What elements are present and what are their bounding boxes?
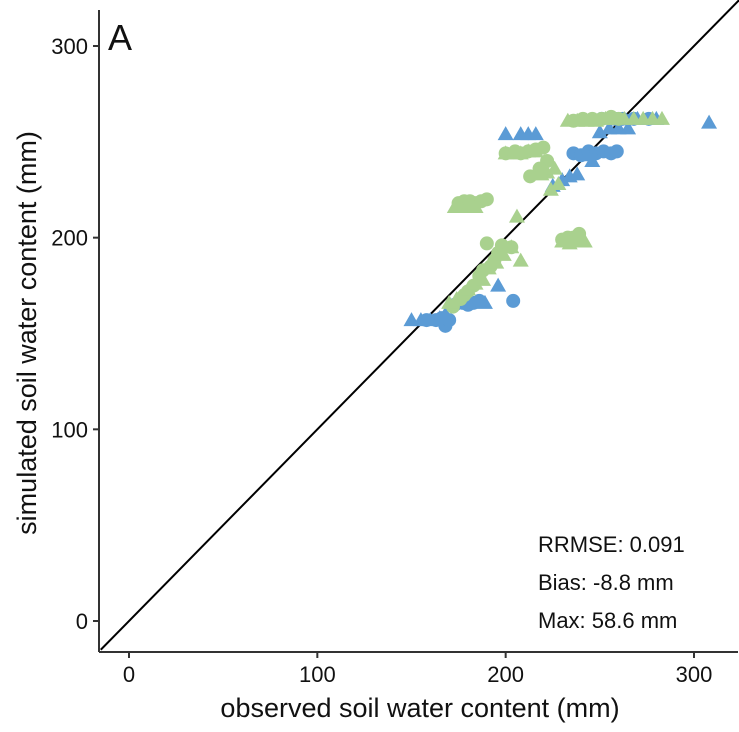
x-axis-ticks: 0 100 200 300 xyxy=(123,652,712,687)
data-point-green-triangle xyxy=(459,281,476,296)
data-point-green-triangle xyxy=(475,271,492,286)
stat-bias: Bias: -8.8 mm xyxy=(538,570,674,595)
data-point-blue-circle xyxy=(609,144,624,159)
stat-max: Max: 58.6 mm xyxy=(538,608,677,633)
data-point-blue-triangle xyxy=(497,126,514,141)
data-point-blue-triangle xyxy=(527,126,544,141)
y-tick-label: 200 xyxy=(51,226,88,251)
x-axis-title: observed soil water content (mm) xyxy=(220,693,619,723)
data-point-green-triangle xyxy=(448,290,465,305)
data-point-blue-triangle xyxy=(620,120,637,135)
panel-label: A xyxy=(108,17,132,58)
y-axis-ticks: 0 100 200 300 xyxy=(51,34,99,634)
data-points xyxy=(403,109,718,333)
data-point-blue-triangle xyxy=(591,124,608,139)
x-tick-label: 100 xyxy=(299,662,336,687)
data-point-green-triangle xyxy=(550,175,567,190)
data-point-green-triangle xyxy=(503,239,520,254)
stat-rrmse: RRMSE: 0.091 xyxy=(538,532,685,557)
data-point-green-triangle xyxy=(495,246,512,261)
data-point-green-triangle xyxy=(508,208,525,223)
data-point-green-triangle xyxy=(546,160,563,175)
data-point-green-triangle xyxy=(653,110,670,125)
data-point-green-triangle xyxy=(441,294,458,309)
stats-box: RRMSE: 0.091 Bias: -8.8 mm Max: 58.6 mm xyxy=(538,532,685,633)
y-tick-label: 100 xyxy=(51,417,88,442)
data-point-green-triangle xyxy=(576,233,593,248)
x-tick-label: 0 xyxy=(123,662,135,687)
data-point-blue-triangle xyxy=(584,152,601,167)
data-point-blue-triangle xyxy=(569,166,586,181)
data-point-green-circle xyxy=(479,236,494,251)
data-point-green-triangle xyxy=(488,254,505,269)
data-point-green-triangle xyxy=(539,164,556,179)
data-point-green-triangle xyxy=(542,181,559,196)
data-point-green-circle xyxy=(523,169,538,184)
y-tick-label: 0 xyxy=(76,609,88,634)
data-point-green-triangle xyxy=(467,275,484,290)
data-point-blue-triangle xyxy=(437,306,454,321)
data-point-green-circle xyxy=(479,192,494,207)
data-point-green-triangle xyxy=(512,252,529,267)
x-tick-label: 300 xyxy=(676,662,713,687)
data-point-blue-triangle xyxy=(476,294,493,309)
data-point-green-triangle xyxy=(467,198,484,213)
plot-frame xyxy=(98,10,738,653)
data-point-blue-triangle xyxy=(490,277,507,292)
data-point-green-triangle xyxy=(527,143,544,158)
data-point-blue-triangle xyxy=(701,114,718,129)
data-point-blue-circle xyxy=(506,293,521,308)
y-tick-label: 300 xyxy=(51,34,88,59)
data-point-green-triangle xyxy=(480,260,497,275)
y-axis-title: simulated soil water content (mm) xyxy=(12,131,42,535)
x-tick-label: 200 xyxy=(487,662,524,687)
